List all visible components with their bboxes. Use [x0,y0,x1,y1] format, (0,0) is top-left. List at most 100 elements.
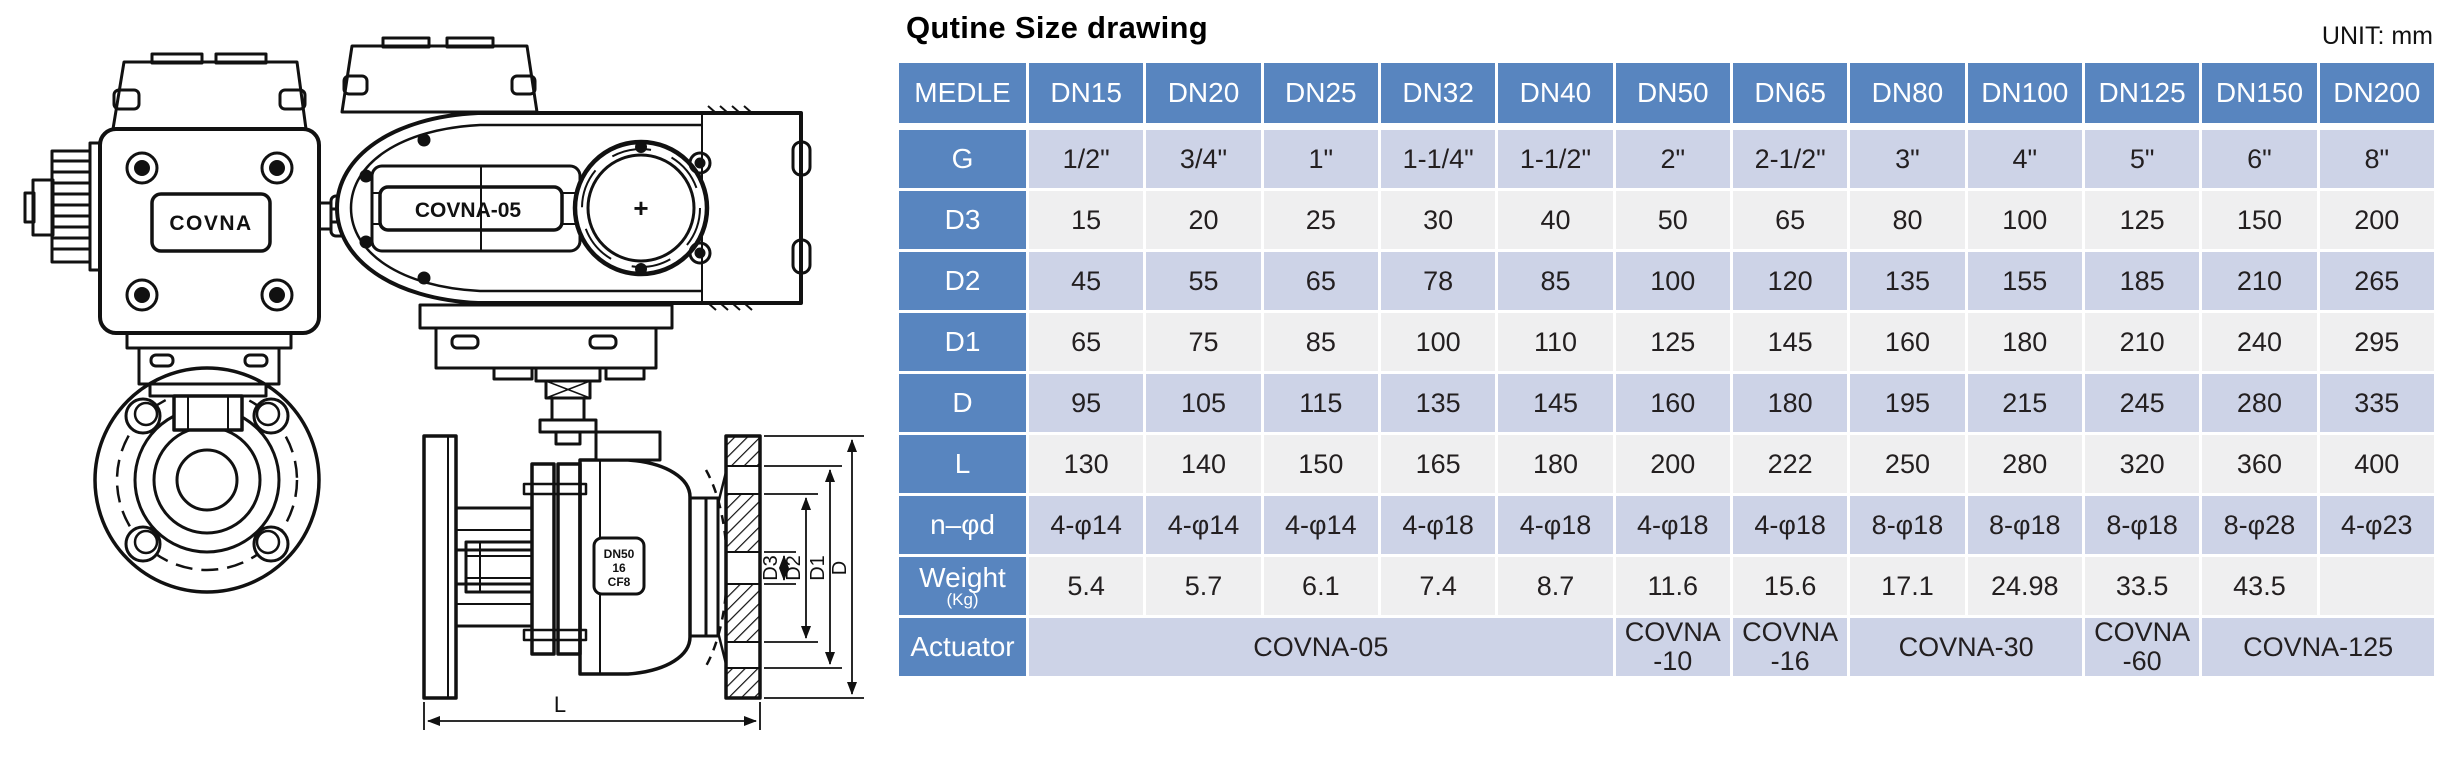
header-cell-dn150: DN150 [2199,60,2320,130]
value-cell-g-dn50: 2" [1612,125,1733,191]
header-cell-dn125: DN125 [2081,60,2203,130]
value-cell-weight-dn150: 43.5 [2199,554,2320,618]
value-cell-weight-dn65: 15.6 [1729,554,1851,618]
value-cell-weight-dn50: 11.6 [1612,554,1733,618]
value-cell-g-dn40: 1-1/2" [1495,125,1616,191]
header-cell-dn80: DN80 [1847,60,1968,130]
header-cell-dn65: DN65 [1729,60,1851,130]
value-cell-n–φd-dn20: 4-φ14 [1143,493,1264,557]
value-cell-d2-dn20: 55 [1143,249,1264,313]
actuator-cell-covna-16: COVNA -16 [1729,615,1851,679]
value-cell-n–φd-dn125: 8-φ18 [2081,493,2203,557]
value-cell-weight-dn200 [2316,554,2438,618]
row-label-cell: Actuator [896,615,1029,679]
dimension-label-d3: D3 [760,555,782,581]
actuator-cell-covna-30: COVNA-30 [1847,615,2085,679]
row-label-cell: D [896,371,1029,435]
row-label-cell: L [896,432,1029,496]
actuator-cell-covna-60: COVNA -60 [2081,615,2203,679]
value-cell-g-dn25: 1" [1260,125,1381,191]
actuator-cell-line: -16 [1770,646,1810,676]
value-cell-d1-dn25: 85 [1260,310,1381,374]
value-cell-d1-dn15: 65 [1025,310,1147,374]
table-row-n–φd: n–φd 4-φ14 4-φ14 4-φ14 4-φ18 4-φ18 4-φ18 4-φ18 8… [896,493,2438,557]
value-cell-d-dn100: 215 [1964,371,2085,435]
value-cell-d3-dn25: 25 [1260,188,1381,252]
value-cell-weight-dn32: 7.4 [1377,554,1499,618]
value-cell-weight-dn15: 5.4 [1025,554,1147,618]
value-cell-g-dn32: 1-1/4" [1377,125,1499,191]
value-cell-l-dn150: 360 [2199,432,2320,496]
value-cell-d-dn25: 115 [1260,371,1381,435]
header-row: MEDLE DN15 DN20 DN25 DN32 DN40 DN50 DN65 DN80 DN1… [896,60,2438,130]
actuator-cell-line: -10 [1653,646,1693,676]
value-cell-d2-dn100: 155 [1964,249,2085,313]
value-cell-n–φd-dn200: 4-φ23 [2316,493,2438,557]
row-label-cell: G [896,125,1029,191]
value-cell-d-dn80: 195 [1847,371,1968,435]
value-cell-d1-dn200: 295 [2316,310,2438,374]
header-cell-dn32: DN32 [1377,60,1499,130]
value-cell-g-dn80: 3" [1847,125,1968,191]
value-cell-weight-dn100: 24.98 [1964,554,2085,618]
value-cell-n–φd-dn40: 4-φ18 [1495,493,1616,557]
value-cell-d-dn20: 105 [1143,371,1264,435]
value-cell-d2-dn80: 135 [1847,249,1968,313]
row-label-cell: Weight (Kg) [896,554,1029,618]
value-cell-g-dn15: 1/2" [1025,125,1147,191]
value-cell-weight-dn80: 17.1 [1847,554,1968,618]
value-cell-d1-dn32: 100 [1377,310,1499,374]
window-plus-mark: + [633,193,648,223]
actuator-cell-line: COVNA [1624,617,1721,647]
table-row-d2: D2 45 55 65 78 85 100 120 135 155 185 210 265 [896,249,2438,313]
nameplate-line-2: 16 [612,561,626,575]
valve-technical-drawing: COVNA [0,0,893,782]
row-label: G [951,143,974,174]
dimension-lines [423,435,864,730]
value-cell-d1-dn80: 160 [1847,310,1968,374]
value-cell-l-dn40: 180 [1495,432,1616,496]
value-cell-d-dn50: 160 [1612,371,1733,435]
header-cell-dn50: DN50 [1612,60,1733,130]
value-cell-weight-dn25: 6.1 [1260,554,1381,618]
header-cell-dn100: DN100 [1964,60,2085,130]
value-cell-l-dn25: 150 [1260,432,1381,496]
table-row-l: L 130 140 150 165 180 200 222 250 280 320 360 400 [896,432,2438,496]
value-cell-weight-dn40: 8.7 [1495,554,1616,618]
unit-label: UNIT: mm [2321,22,2433,50]
value-cell-l-dn100: 280 [1964,432,2085,496]
size-table: MEDLE DN15 DN20 DN25 DN32 DN40 DN50 DN65 DN80 DN1… [896,60,2438,679]
value-cell-n–φd-dn100: 8-φ18 [1964,493,2085,557]
row-label: L [954,448,971,479]
size-table-section: Qutine Size drawing UNIT: mm MEDLE DN15 DN… [896,6,2438,679]
value-cell-g-dn200: 8" [2316,125,2438,191]
actuator-cell-line: COVNA [1742,617,1839,647]
value-cell-d2-dn50: 100 [1612,249,1733,313]
value-cell-l-dn15: 130 [1025,432,1147,496]
row-label-cell: D2 [896,249,1029,313]
row-label-cell: n–φd [896,493,1029,557]
row-label: D3 [944,204,981,235]
value-cell-d-dn65: 180 [1729,371,1851,435]
value-cell-n–φd-dn150: 8-φ28 [2199,493,2320,557]
value-cell-d3-dn100: 100 [1964,188,2085,252]
value-cell-d3-dn32: 30 [1377,188,1499,252]
actuator-cell-covna-125: COVNA-125 [2199,615,2437,679]
value-cell-d3-dn50: 50 [1612,188,1733,252]
valve-cross-section [422,430,762,700]
value-cell-d2-dn32: 78 [1377,249,1499,313]
value-cell-d1-dn20: 75 [1143,310,1264,374]
value-cell-d-dn125: 245 [2081,371,2203,435]
dimension-label-l: L [554,692,566,717]
table-row-d1: D1 65 75 85 100 110 125 145 160 180 210 240 295 [896,310,2438,374]
header-cell-dn40: DN40 [1495,60,1616,130]
actuator-cell-covna-10: COVNA -10 [1612,615,1733,679]
value-cell-d2-dn40: 85 [1495,249,1616,313]
value-cell-g-dn65: 2-1/2" [1729,125,1851,191]
nameplate-line-1: DN50 [604,547,635,561]
value-cell-d3-dn65: 65 [1729,188,1851,252]
value-cell-n–φd-dn80: 8-φ18 [1847,493,1968,557]
header-cell-medle: MEDLE [896,60,1029,130]
row-label: D1 [944,326,981,357]
value-cell-d3-dn125: 125 [2081,188,2203,252]
